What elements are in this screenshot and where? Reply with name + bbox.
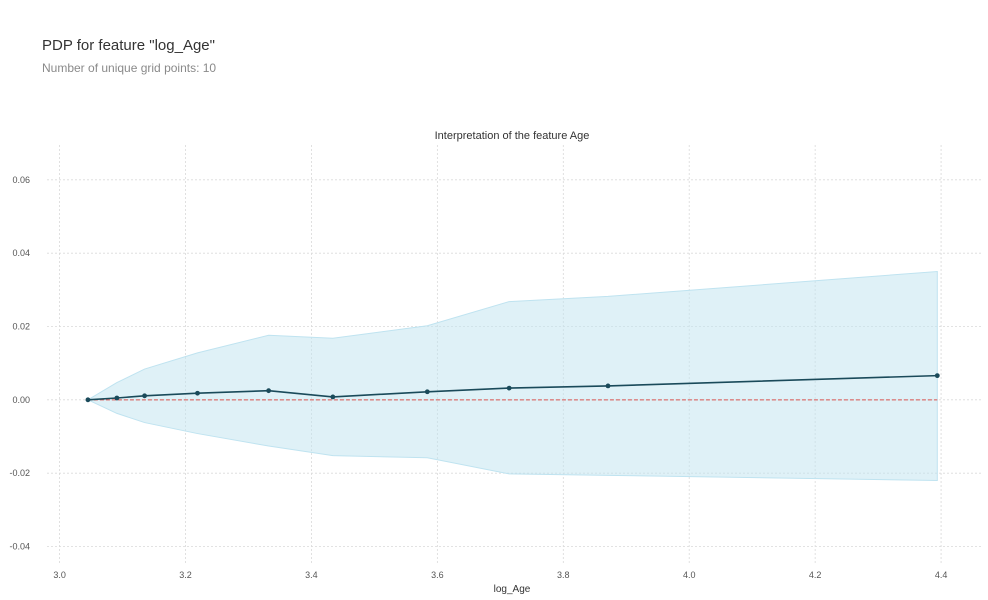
y-tick-label: -0.04 — [9, 542, 30, 552]
pdp-point — [934, 373, 940, 379]
pdp-point — [266, 388, 272, 394]
pdp-point — [605, 383, 611, 389]
x-tick-label: 4.0 — [683, 570, 696, 580]
y-tick-label: 0.02 — [12, 322, 30, 332]
y-tick-label: 0.06 — [12, 175, 30, 185]
chart-title: Interpretation of the feature Age — [435, 130, 590, 142]
x-tick-label: 4.4 — [935, 570, 948, 580]
x-tick-label: 4.2 — [809, 570, 822, 580]
page-title: PDP for feature "log_Age" — [42, 37, 215, 54]
pdp-point — [142, 393, 147, 399]
x-tick-label: 3.2 — [179, 570, 192, 580]
pdp-point — [195, 390, 200, 396]
pdp-point — [506, 385, 512, 391]
confidence-band — [86, 270, 938, 482]
pdp-point — [85, 397, 91, 403]
pdp-line-layer — [85, 373, 940, 403]
pdp-point — [330, 394, 336, 400]
pdp-point — [114, 395, 120, 401]
pdp-line — [87, 374, 938, 401]
x-tick-label: 3.6 — [431, 570, 444, 580]
x-axis-title: log_Age — [494, 584, 531, 595]
confidence-band-layer — [86, 270, 938, 482]
x-tick-label: 3.8 — [557, 570, 570, 580]
tick-label-layer: 3.0 3.2 3.4 3.6 3.8 4.0 4.2 4.4 -0.04 -0.02 0.00 0.… — [9, 175, 947, 580]
x-tick-label: 3.0 — [53, 570, 66, 580]
pdp-point — [424, 389, 430, 395]
y-tick-label: 0.04 — [12, 248, 30, 258]
y-tick-label: 0.00 — [12, 395, 30, 405]
x-tick-label: 3.4 — [305, 570, 318, 580]
page-subtitle: Number of unique grid points: 10 — [42, 61, 217, 75]
y-tick-label: -0.02 — [9, 468, 30, 478]
